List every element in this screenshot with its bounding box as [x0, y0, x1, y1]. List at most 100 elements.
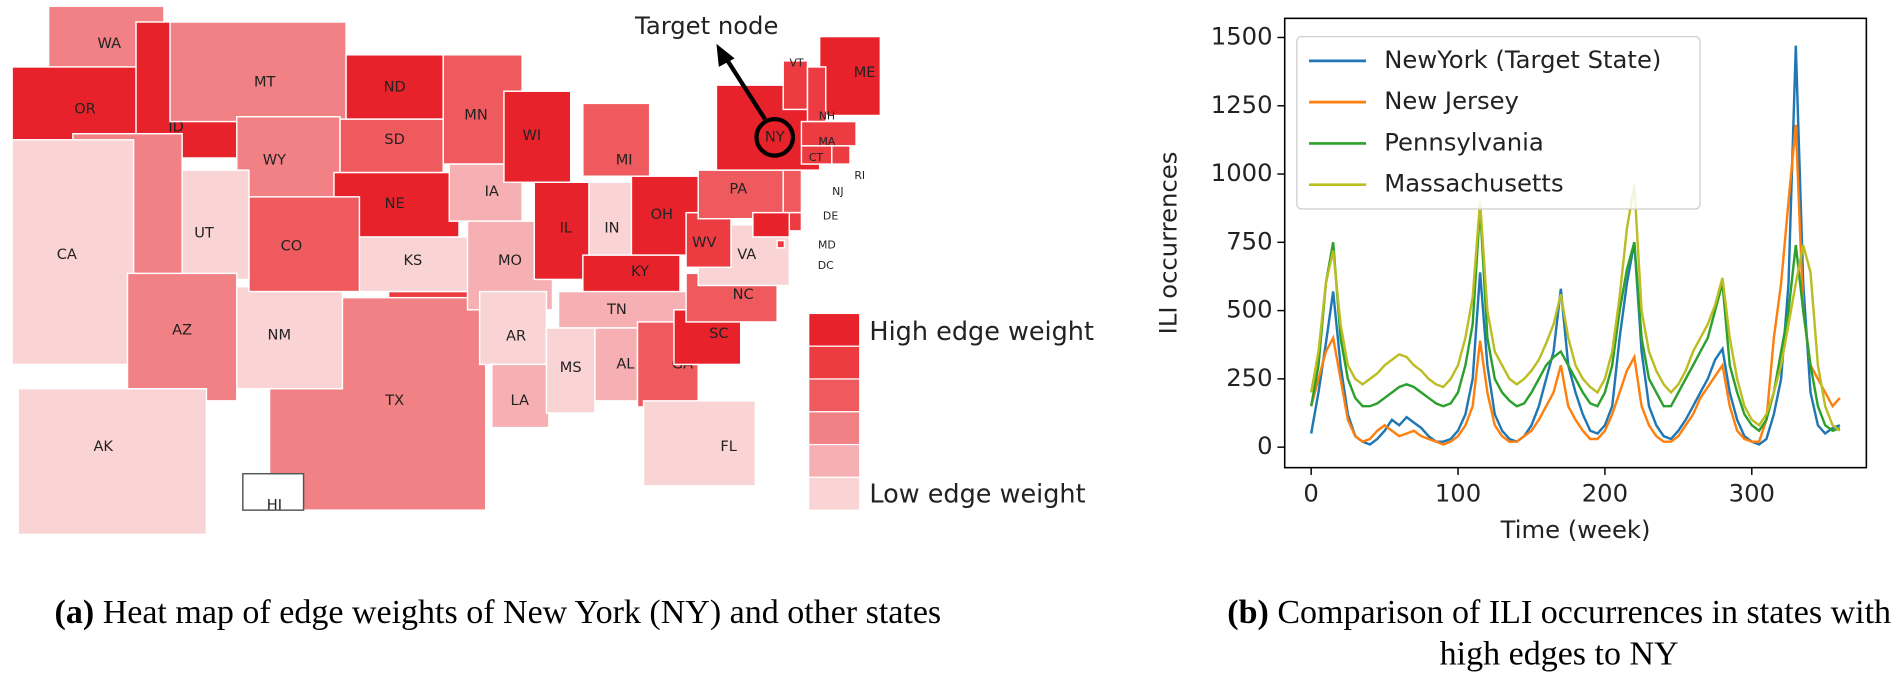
state-label: MN: [464, 107, 487, 124]
state-label: AR: [506, 328, 526, 345]
state: [236, 115, 341, 202]
legend-swatch: [808, 345, 861, 380]
caption-b: (b) Comparison of ILI occurrences in sta…: [1214, 593, 1904, 676]
y-tick-label: 1250: [1211, 90, 1273, 119]
state-label: NJ: [832, 185, 843, 198]
legend-box: [1296, 35, 1701, 210]
y-tick-label: 0: [1257, 431, 1272, 460]
state-label: NE: [385, 195, 405, 212]
state: [588, 181, 639, 262]
state-label: WA: [97, 35, 121, 52]
state-label: AK: [93, 438, 113, 455]
state: [358, 236, 487, 293]
target-circle: [754, 117, 796, 158]
state-label: MI: [616, 151, 633, 168]
caption-text: Heat map of edge weights of New York (NY…: [102, 593, 942, 632]
state-label: OH: [651, 206, 673, 223]
state-label: MA: [818, 135, 835, 148]
x-tick-label: 300: [1729, 478, 1775, 507]
state: [818, 35, 882, 117]
state-label: MO: [498, 252, 522, 269]
state-label: SC: [709, 325, 728, 342]
caption-a-text: (a) Heat map of edge weights of New York…: [24, 593, 971, 634]
state-label: IN: [604, 219, 619, 236]
state-label: ID: [168, 119, 184, 136]
state: [800, 120, 857, 147]
state-label: OR: [74, 100, 96, 117]
arrow-head: [716, 43, 735, 67]
chart-panel: 0 250 500 750 1000 1250 1500 0 100 200 300 Time (we…: [1153, 17, 1868, 544]
state: [582, 102, 651, 177]
state-label: DE: [823, 209, 838, 222]
state-label: HI: [267, 496, 282, 513]
legend-label: Massachusetts: [1384, 169, 1563, 198]
state-label: WV: [692, 234, 716, 251]
state: [697, 169, 784, 220]
state: [126, 272, 238, 402]
state-label: CT: [809, 151, 824, 164]
state-label: WI: [523, 127, 542, 144]
legend-swatch: [808, 476, 861, 511]
plot-frame: [1283, 17, 1868, 469]
annotation: Target node: [634, 11, 778, 40]
state-label: DC: [818, 259, 834, 272]
state: [776, 239, 786, 249]
state-label: VA: [737, 246, 756, 263]
state-label: IL: [560, 219, 573, 236]
y-tick-label: 1500: [1211, 21, 1273, 50]
state: [685, 211, 732, 269]
state: [491, 363, 550, 429]
state: [248, 196, 361, 293]
y-axis-label: ILI occurrences: [1153, 152, 1182, 335]
state-label: KY: [631, 263, 649, 280]
state-label: ME: [854, 64, 876, 81]
legend-label: NewYork (Target State): [1384, 45, 1661, 74]
state: [169, 21, 347, 123]
legend-swatch: [808, 378, 861, 413]
y-tick-label: 1000: [1211, 158, 1273, 187]
legend-high: High edge weight: [869, 317, 1094, 347]
x-tick-label: 0: [1303, 478, 1318, 507]
state-label: AZ: [172, 321, 192, 338]
y-tick-label: 250: [1226, 363, 1272, 392]
caption-b-text: (b) Comparison of ILI occurrences in sta…: [1214, 593, 1904, 676]
caption-a: (a) Heat map of edge weights of New York…: [24, 593, 971, 634]
legend-swatch: [808, 443, 861, 478]
x-tick-label: 100: [1435, 478, 1481, 507]
state-label: ND: [384, 79, 406, 96]
state: [242, 472, 305, 511]
state-label: CO: [281, 238, 303, 255]
state: [545, 327, 596, 414]
y-tick-label: 750: [1226, 226, 1272, 255]
state-label: WY: [263, 151, 286, 168]
state: [478, 290, 548, 366]
state: [642, 400, 757, 487]
state: [752, 211, 791, 238]
legend-low: Low edge weight: [869, 480, 1085, 510]
state-label: VT: [790, 56, 804, 69]
state-label: MT: [254, 74, 276, 91]
x-axis-label: Time (week): [1500, 515, 1651, 544]
caption-label: (b): [1227, 593, 1269, 632]
state-label: TX: [384, 392, 404, 409]
state-label: SD: [384, 131, 404, 148]
state: [503, 90, 572, 184]
state-label: PA: [729, 181, 747, 198]
state-label: MS: [560, 359, 582, 376]
state-label: NH: [819, 110, 835, 123]
state-label: LA: [511, 392, 529, 409]
state-label: AL: [616, 355, 635, 372]
series-line: [1310, 124, 1841, 446]
state-label: KS: [403, 252, 422, 269]
legend-swatch: [808, 312, 861, 347]
state: [11, 139, 135, 366]
legend-label: New Jersey: [1384, 86, 1519, 115]
state-label: UT: [194, 224, 214, 241]
state-label: FL: [720, 438, 737, 455]
state-label: IA: [485, 183, 499, 200]
series-line: [1309, 184, 1841, 432]
state: [339, 118, 444, 174]
state: [831, 145, 851, 165]
